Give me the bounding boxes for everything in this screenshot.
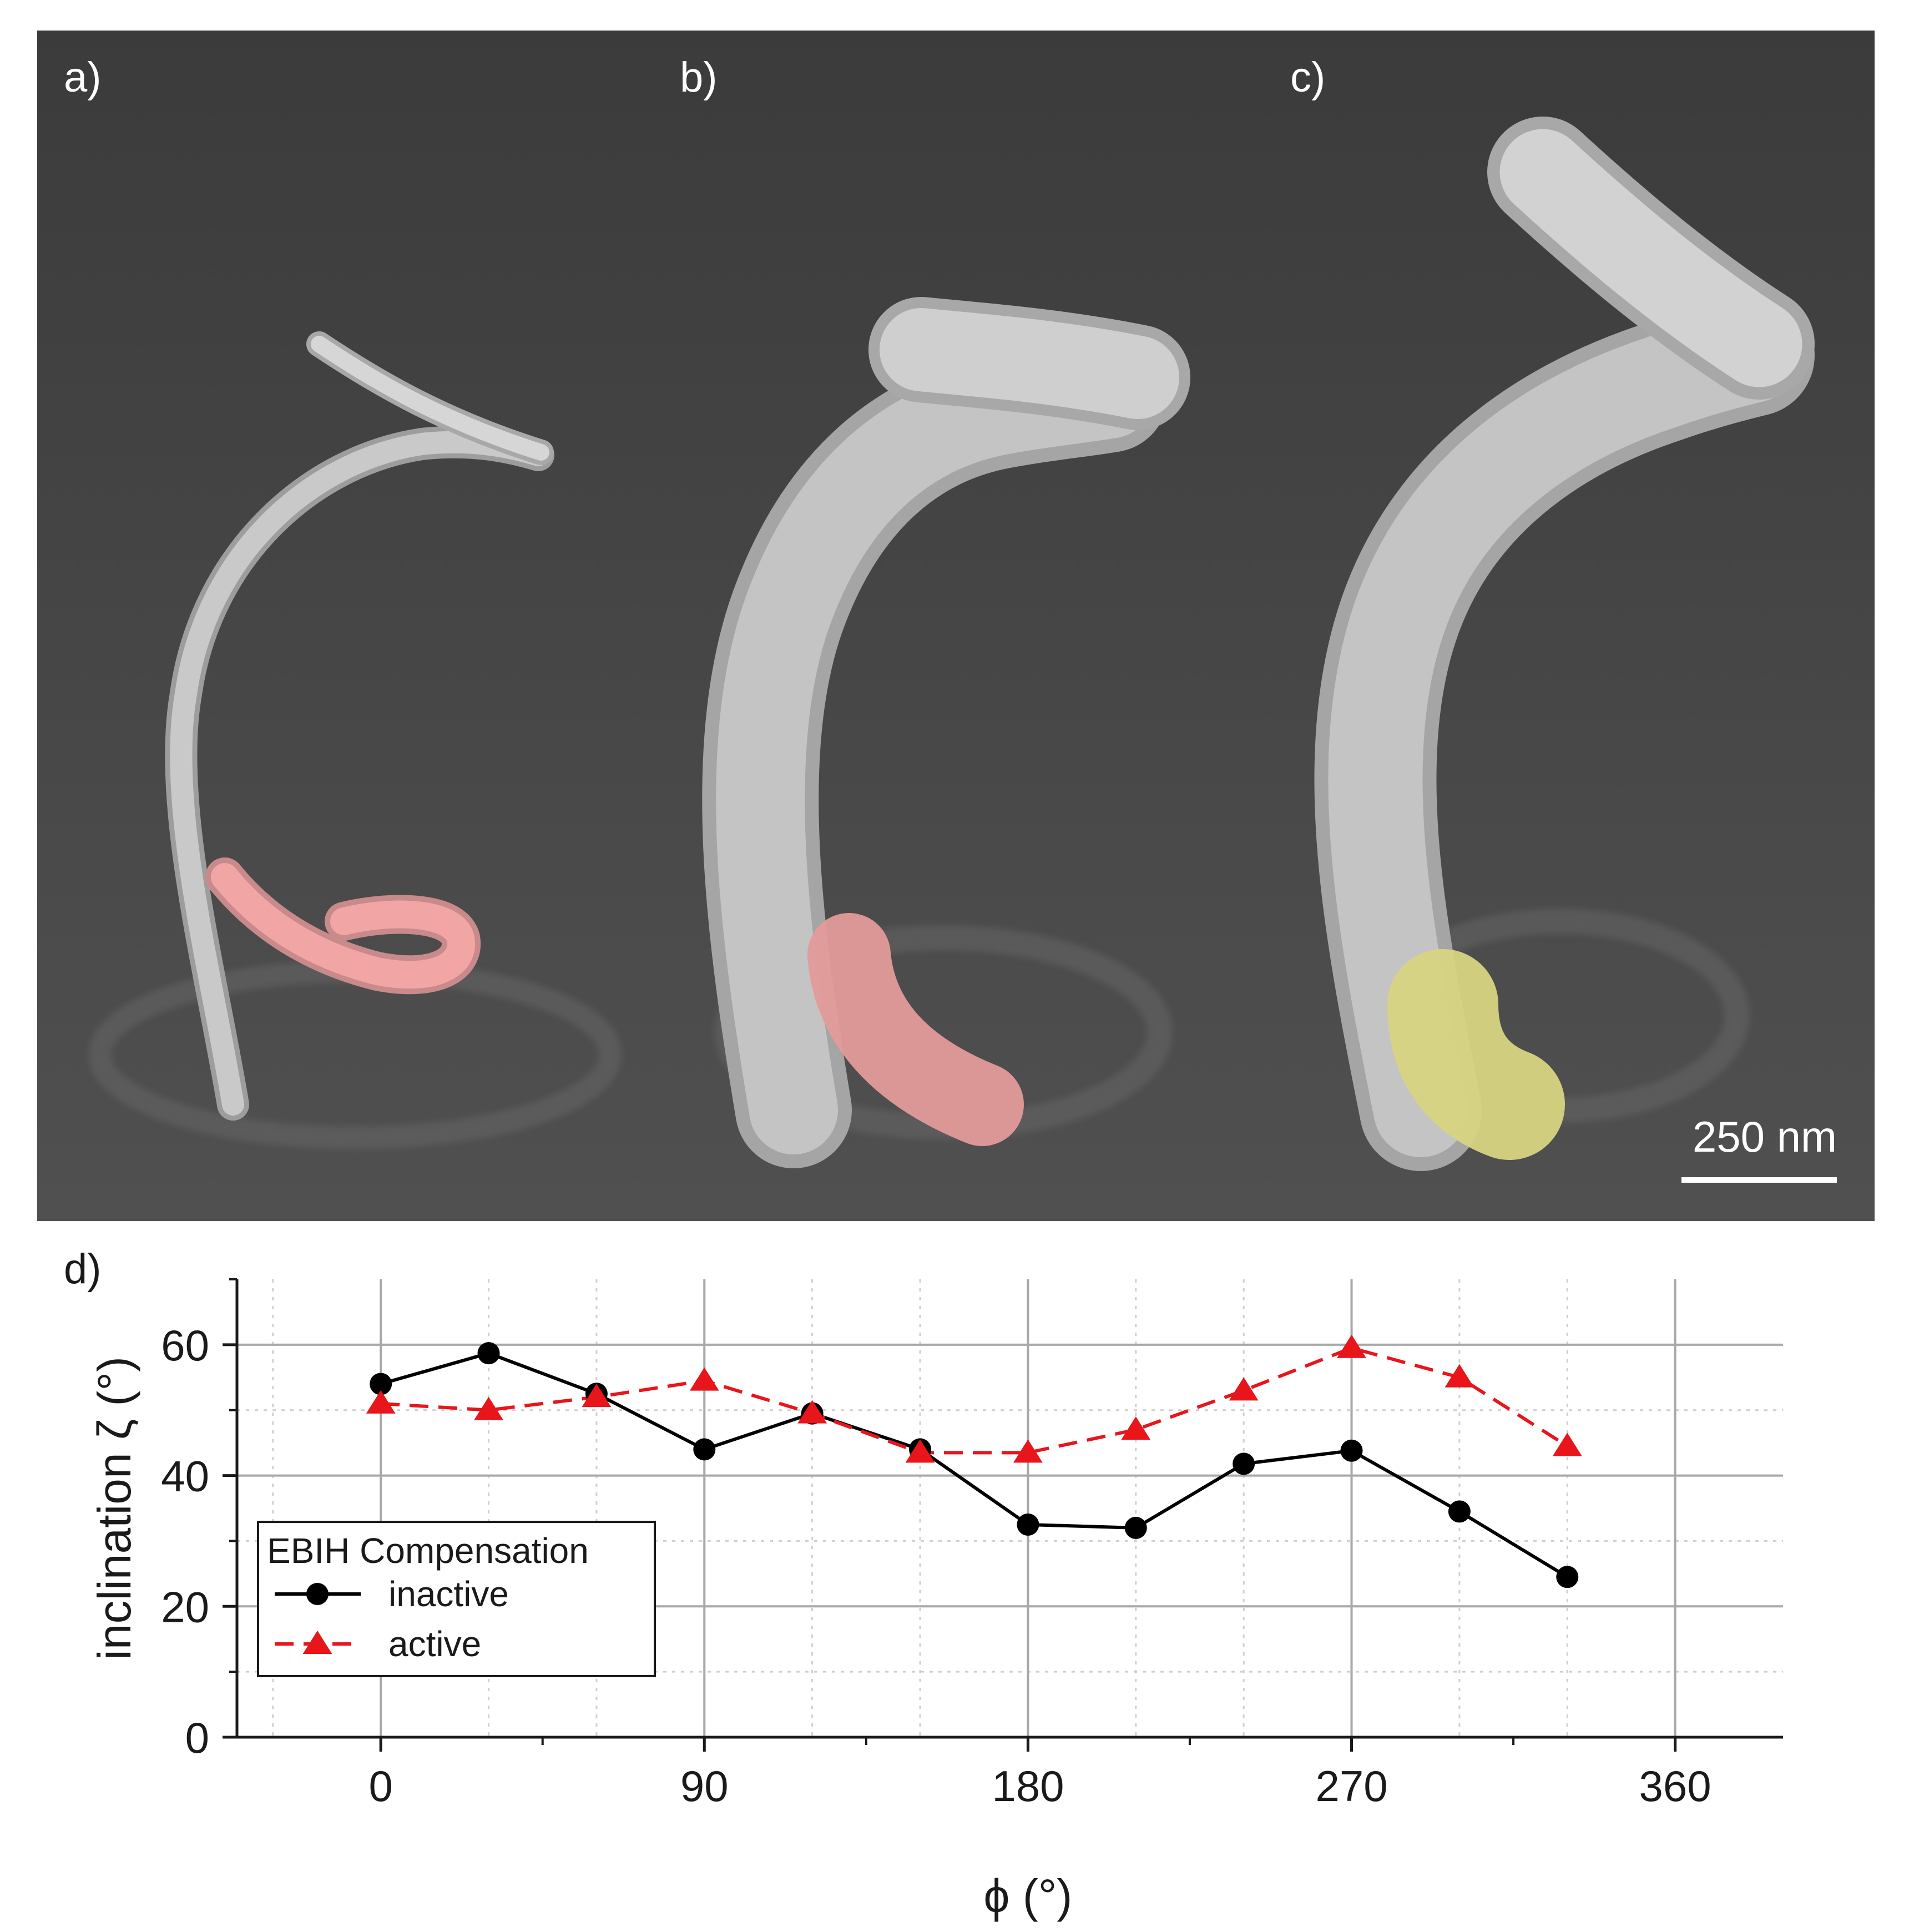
data-point-active: [1337, 1334, 1366, 1358]
panel-b-structure: [702, 297, 1190, 1168]
data-point-active: [1552, 1432, 1582, 1456]
data-point-active: [366, 1390, 396, 1414]
legend-marker-inactive: [306, 1583, 329, 1605]
panel-a-structure: [89, 331, 622, 1149]
legend-title: EBIH Compensation: [267, 1531, 589, 1571]
data-point-inactive: [477, 1342, 500, 1365]
data-point-inactive: [370, 1373, 392, 1395]
panel-c-label: c): [1290, 54, 1325, 101]
series-line-inactive: [380, 1351, 1568, 1578]
x-axis-title: ϕ (°): [983, 1870, 1072, 1922]
panel-c-highlight: [1387, 949, 1565, 1160]
legend-label-inactive: inactive: [388, 1574, 509, 1614]
panel-a-label: a): [64, 54, 102, 101]
x-tick-label: 180: [992, 1762, 1064, 1810]
data-point-inactive: [693, 1438, 716, 1461]
legend-marker-active: [302, 1631, 332, 1654]
data-point-active: [689, 1367, 719, 1391]
y-axis-title: inclination ζ (°): [88, 1356, 140, 1660]
panel-b-label: b): [680, 54, 718, 101]
data-point-active: [1121, 1416, 1151, 1440]
data-point-inactive: [1233, 1452, 1255, 1475]
x-tick-label: 360: [1639, 1762, 1711, 1810]
y-tick-label: 40: [161, 1452, 209, 1501]
x-tick-label: 270: [1315, 1762, 1387, 1810]
data-point-active: [1229, 1377, 1259, 1401]
panel-c-structure: [1314, 117, 1815, 1171]
data-point-inactive: [1017, 1513, 1039, 1536]
data-point-active: [1445, 1364, 1474, 1388]
legend-label-active: active: [388, 1624, 481, 1664]
data-point-active: [474, 1396, 503, 1420]
data-point-inactive: [1556, 1566, 1579, 1588]
x-tick-label: 90: [680, 1762, 729, 1810]
y-tick-label: 0: [185, 1713, 209, 1762]
panel-b-highlight: [807, 913, 1024, 1146]
data-point-inactive: [1340, 1439, 1363, 1462]
y-tick-label: 20: [161, 1582, 209, 1631]
data-point-inactive: [1124, 1516, 1147, 1539]
x-tick-label: 0: [368, 1762, 392, 1810]
data-point-active: [905, 1439, 935, 1463]
data-point-inactive: [1448, 1500, 1471, 1523]
series-line-active: [380, 1346, 1568, 1455]
chart-panel-label: d): [64, 1245, 102, 1293]
scale-bar: [1681, 1177, 1837, 1183]
data-point-active: [582, 1384, 612, 1408]
sem-micrograph-strip: a) b) c) 250 nm: [37, 31, 1875, 1221]
data-point-active: [797, 1400, 827, 1424]
y-tick-label: 60: [161, 1321, 209, 1370]
data-point-active: [1013, 1439, 1043, 1463]
scale-bar-label: 250 nm: [1693, 1112, 1837, 1161]
